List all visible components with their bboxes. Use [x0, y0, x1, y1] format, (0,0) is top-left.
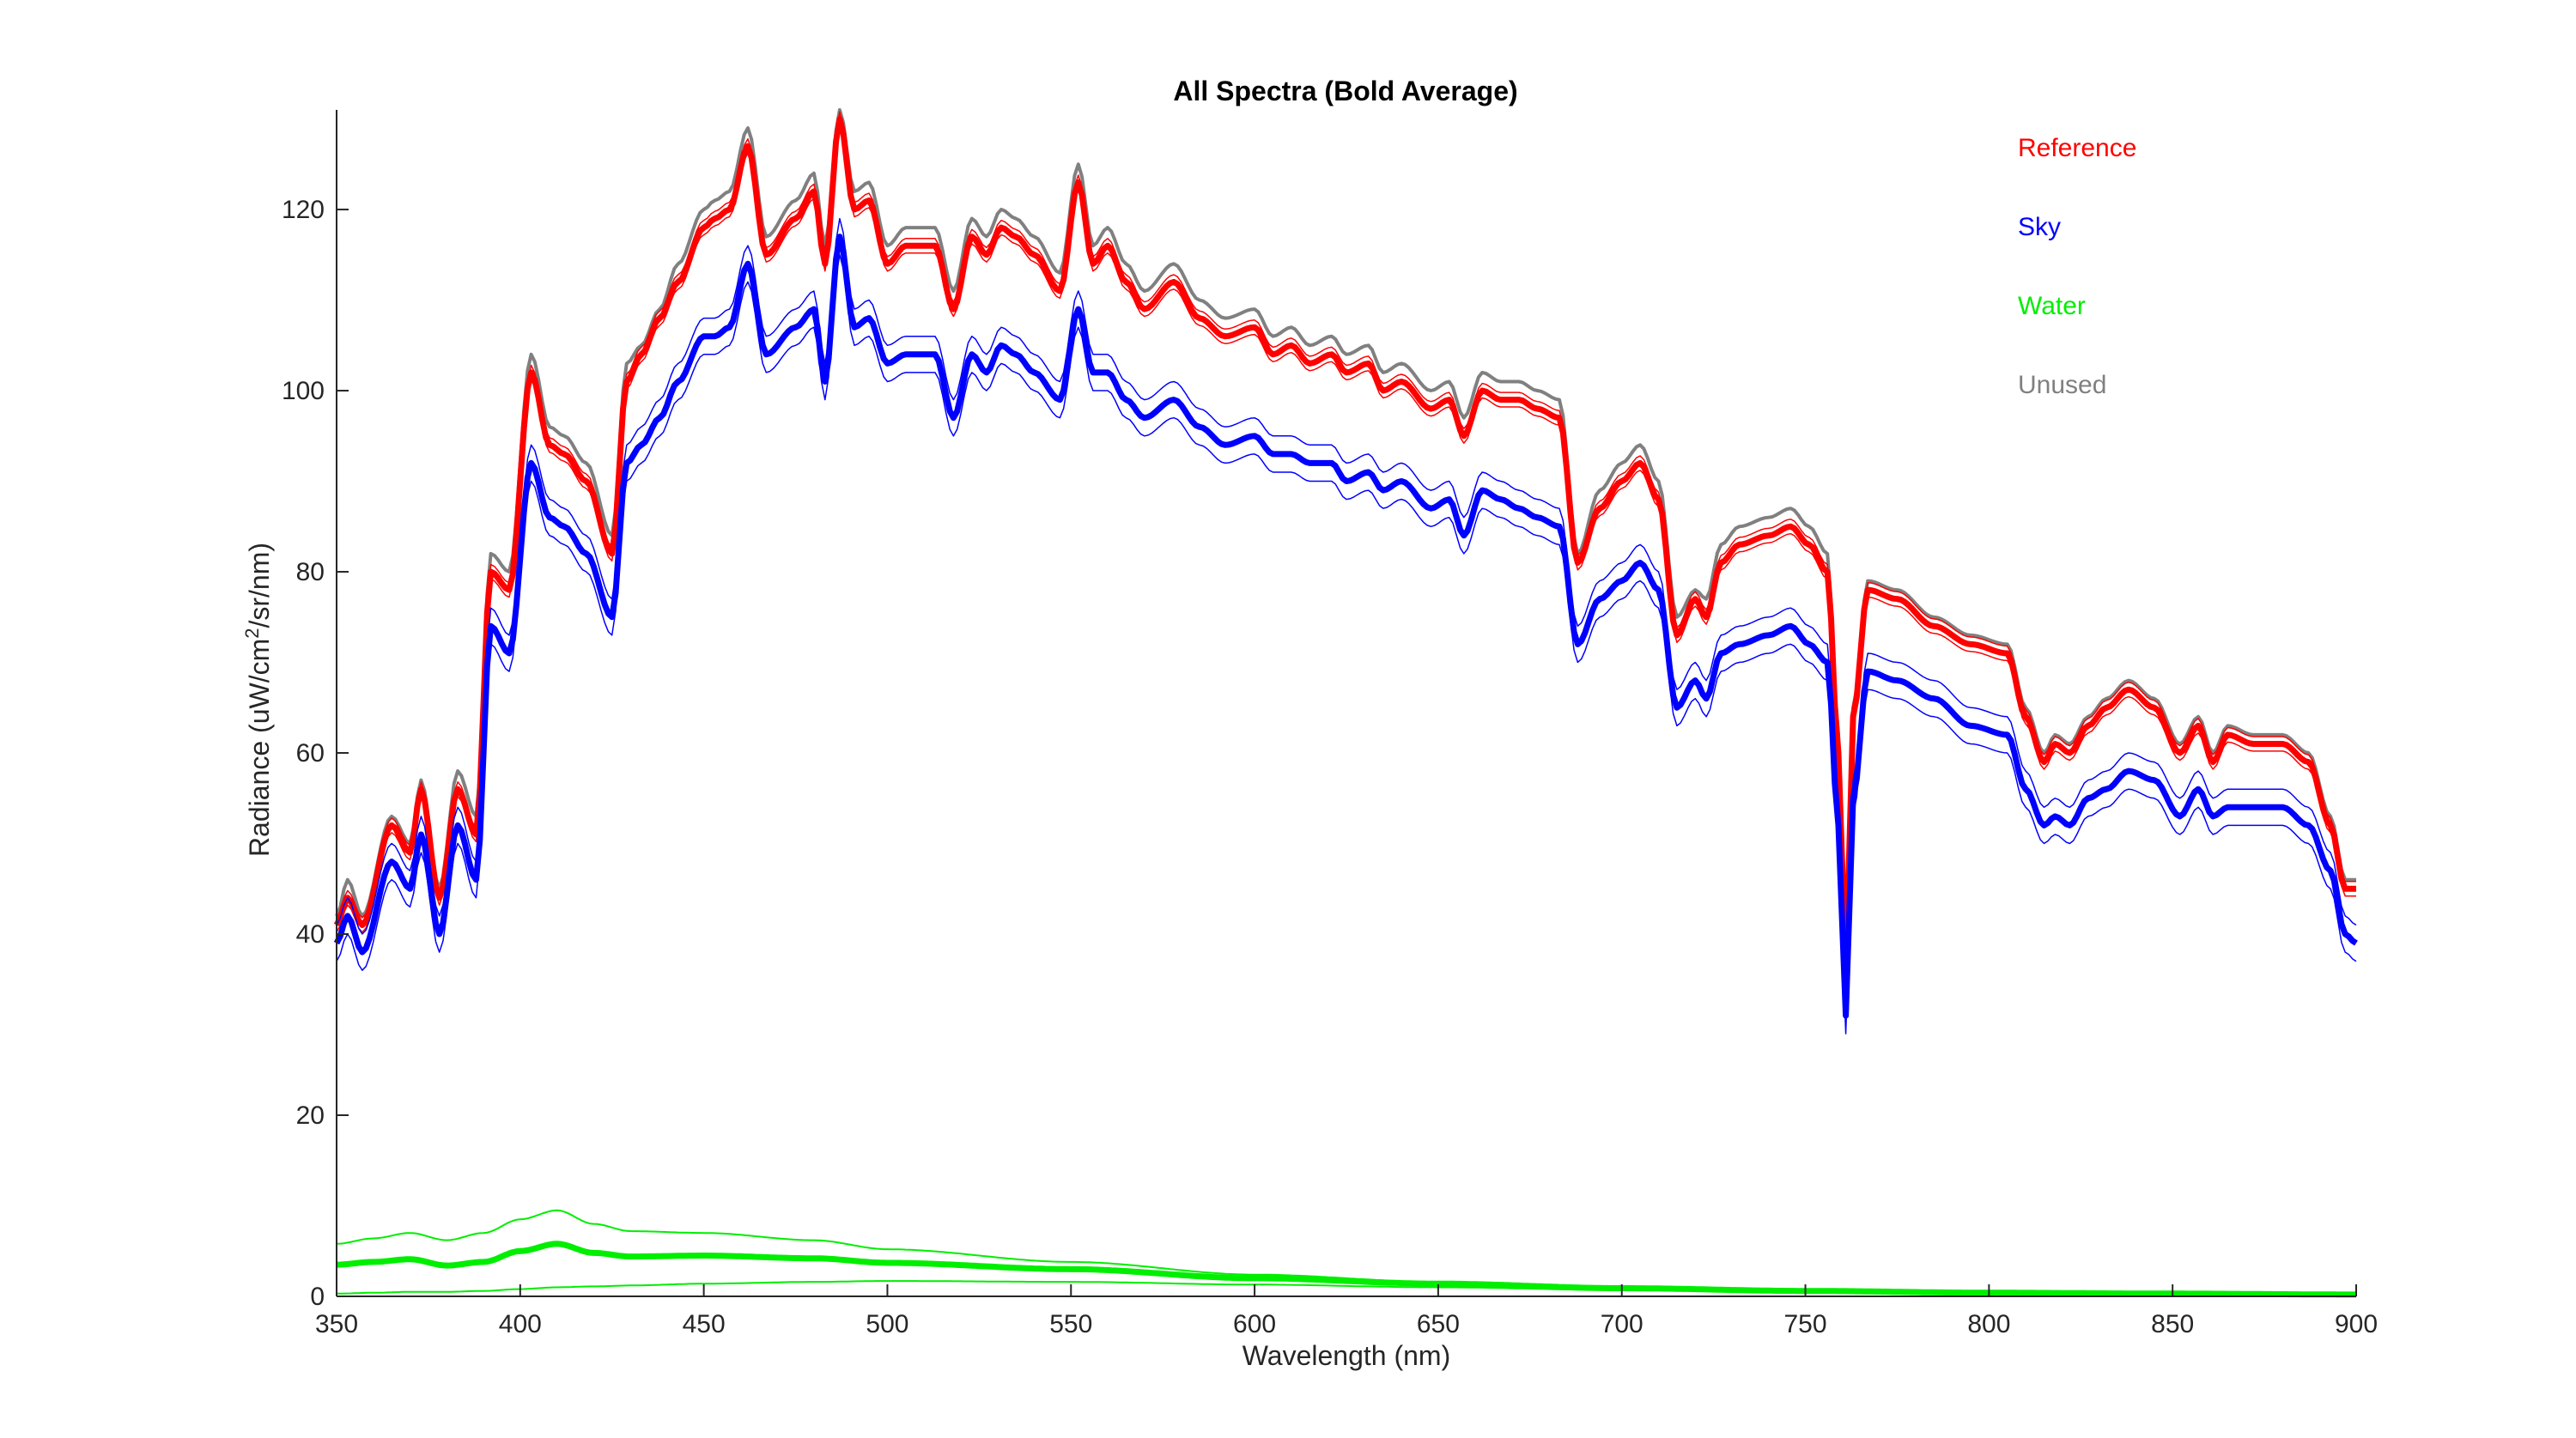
water-average-line: [336, 1241, 2356, 1298]
y-tick-label: 60: [296, 739, 325, 768]
legend-entry-unused: Unused: [2018, 371, 2106, 399]
x-tick-label: 900: [2335, 1310, 2378, 1338]
sky-spectrum-upper: [336, 217, 2357, 998]
x-tick-label: 450: [683, 1310, 726, 1338]
x-tick-label: 550: [1049, 1310, 1092, 1338]
y-tick-label: 0: [310, 1283, 325, 1311]
x-tick-label: 500: [866, 1310, 908, 1338]
legend: Reference Sky Water Unused: [2018, 134, 2136, 399]
x-axis-label: Wavelength (nm): [1242, 1340, 1450, 1371]
y-axis-label-superscript: 2: [241, 628, 263, 639]
chart-title: All Spectra (Bold Average): [1173, 76, 1517, 106]
x-tick-label: 350: [315, 1310, 358, 1338]
x-ticks: 350 400 450 500 550 600 650 700 750 800 850 900: [315, 1284, 2378, 1338]
y-ticks: 0 20 40 60 80 100 120: [282, 196, 349, 1311]
y-axis-label-part-2: /sr/nm): [244, 543, 275, 628]
y-tick-label: 80: [296, 558, 325, 586]
reference-spectrum-lower: [336, 125, 2356, 979]
y-axis-label-part-1: Radiance (uW/cm: [244, 639, 275, 857]
y-axis-label: Radiance (uW/cm2/sr/nm): [241, 543, 275, 857]
y-tick-label: 40: [296, 920, 325, 949]
x-tick-label: 750: [1784, 1310, 1827, 1338]
x-tick-label: 850: [2151, 1310, 2194, 1338]
y-tick-label: 20: [296, 1101, 325, 1130]
sky-spectrum-lower: [336, 254, 2357, 1035]
y-tick-label: 100: [282, 377, 325, 405]
x-tick-label: 400: [499, 1310, 542, 1338]
legend-entry-reference: Reference: [2018, 134, 2136, 162]
reference-average-line: [333, 116, 2356, 974]
legend-entry-sky: Sky: [2018, 213, 2061, 241]
y-tick-label: 120: [282, 196, 325, 224]
x-tick-label: 650: [1417, 1310, 1460, 1338]
x-tick-label: 700: [1601, 1310, 1643, 1338]
legend-entry-water: Water: [2018, 292, 2086, 320]
data-layer: [333, 108, 2358, 1298]
x-tick-label: 800: [1967, 1310, 2010, 1338]
x-tick-label: 600: [1233, 1310, 1276, 1338]
plot-area: 350 400 450 500 550 600 650 700 750 800 850 900 0 20…: [282, 108, 2378, 1338]
sky-average-line: [333, 234, 2358, 1019]
